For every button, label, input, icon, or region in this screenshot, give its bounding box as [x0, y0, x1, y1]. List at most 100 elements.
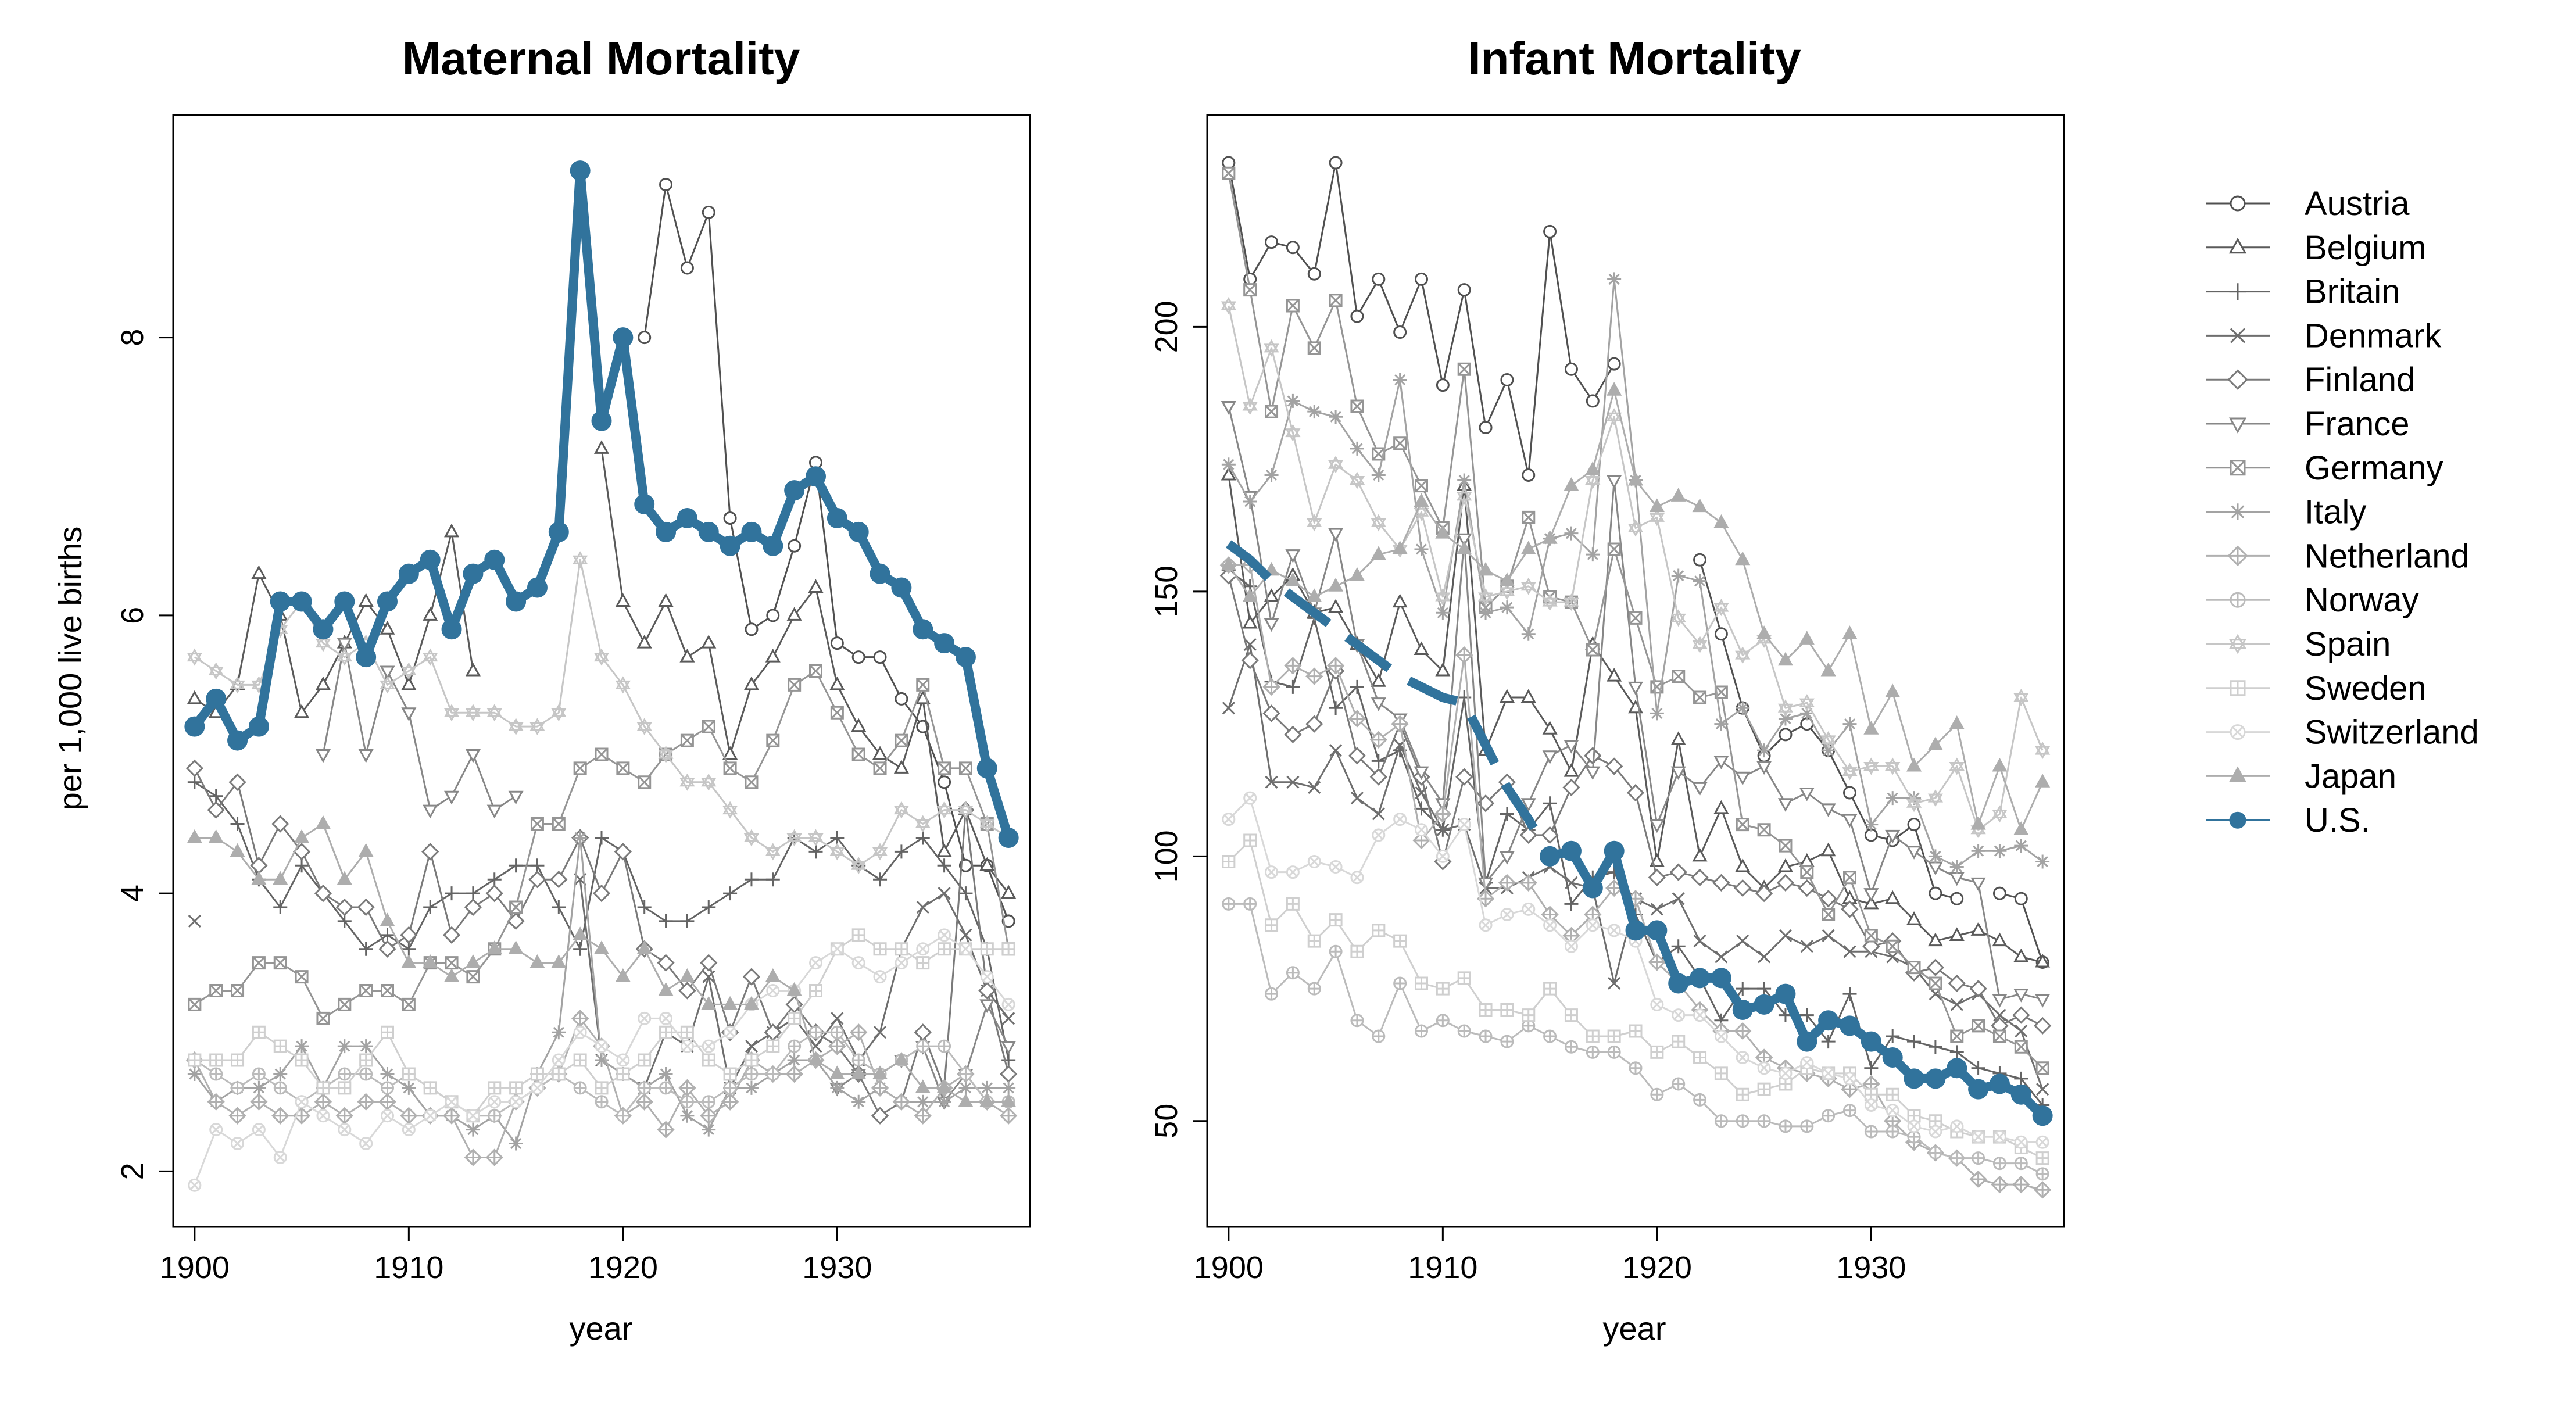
- data-point: [1243, 283, 1257, 297]
- data-point: [1627, 519, 1644, 537]
- data-point: [656, 521, 677, 542]
- data-point: [1564, 477, 1579, 491]
- data-point: [809, 664, 822, 678]
- series-line: [600, 448, 1010, 894]
- data-point: [1779, 839, 1793, 853]
- data-point: [873, 761, 887, 775]
- data-point: [1841, 900, 1859, 918]
- data-point: [784, 480, 805, 501]
- data-point: [830, 942, 844, 956]
- series-line: [643, 184, 1010, 922]
- data-point: [271, 1107, 289, 1125]
- data-point: [334, 591, 355, 612]
- data-point: [702, 720, 715, 733]
- x-axis: 1900 1910 1920 1930: [160, 1227, 872, 1285]
- data-point: [465, 749, 481, 763]
- data-point: [829, 676, 845, 690]
- data-point: [937, 858, 951, 873]
- data-point: [1799, 706, 1814, 721]
- data-point: [1690, 968, 1711, 989]
- data-point: [1712, 874, 1730, 892]
- data-point: [915, 1094, 930, 1109]
- data-point: [1758, 950, 1771, 964]
- data-point: [1435, 798, 1451, 812]
- data-point: [1818, 1010, 1839, 1031]
- data-point: [231, 983, 245, 997]
- data-point: [316, 1109, 330, 1123]
- data-point: [1285, 424, 1301, 442]
- data-point: [958, 1093, 974, 1107]
- data-point: [1562, 926, 1580, 945]
- data-point: [958, 801, 974, 819]
- data-point: [1329, 701, 1343, 715]
- data-point: [1543, 918, 1557, 932]
- data-point: [315, 815, 331, 829]
- data-point: [1564, 763, 1579, 777]
- legend-marker: [2229, 811, 2246, 829]
- data-point: [1564, 1008, 1578, 1022]
- data-point: [1522, 468, 1536, 482]
- data-point: [595, 1039, 609, 1053]
- data-point: [250, 857, 268, 875]
- data-point: [723, 1081, 737, 1095]
- data-point: [227, 730, 248, 751]
- data-point: [1222, 854, 1236, 868]
- data-point: [1864, 929, 1878, 943]
- data-point: [465, 954, 481, 968]
- data-point: [1863, 895, 1879, 910]
- legend-label: Netherland: [2305, 537, 2470, 575]
- x-tick-label: 1910: [1408, 1250, 1477, 1285]
- data-point: [442, 926, 461, 944]
- data-point: [1305, 715, 1323, 733]
- data-point: [1947, 1058, 1967, 1079]
- data-point: [551, 954, 567, 968]
- data-point: [188, 1053, 202, 1067]
- data-point: [979, 999, 995, 1014]
- data-point: [701, 635, 717, 649]
- data-point: [722, 746, 738, 760]
- series-japan: [1221, 382, 2051, 835]
- data-point: [915, 1079, 931, 1093]
- data-point: [592, 884, 611, 903]
- legend-item-spain: Spain: [2206, 625, 2391, 663]
- data-point: [1777, 858, 1793, 872]
- data-point: [765, 968, 781, 982]
- data-point: [1286, 393, 1300, 408]
- data-point: [1586, 918, 1600, 932]
- data-point: [1001, 914, 1015, 928]
- data-point: [358, 843, 374, 857]
- data-point: [423, 648, 438, 666]
- x-tick-label: 1920: [588, 1250, 658, 1285]
- data-point: [1519, 826, 1537, 844]
- data-point: [1778, 711, 1793, 726]
- data-point: [976, 758, 997, 779]
- data-point: [595, 1053, 609, 1068]
- data-point: [1842, 717, 1857, 731]
- data-point: [1349, 567, 1365, 581]
- data-point: [380, 912, 395, 926]
- data-point: [1950, 1151, 1964, 1165]
- data-point: [338, 1123, 352, 1137]
- data-point: [1949, 757, 1965, 775]
- data-point: [1284, 657, 1302, 675]
- data-point: [231, 1137, 245, 1151]
- data-point: [938, 761, 951, 775]
- data-point: [1521, 627, 1536, 641]
- legend-marker: [2230, 195, 2246, 212]
- data-point: [1927, 932, 1943, 947]
- data-point: [1799, 788, 1815, 801]
- y-axis: 2 4 6 8: [115, 329, 173, 1180]
- series-spain: [1221, 296, 2051, 839]
- data-point: [1499, 689, 1515, 703]
- data-point: [530, 817, 544, 831]
- data-point: [1754, 994, 1774, 1015]
- data-point: [1221, 296, 1236, 314]
- data-point: [2035, 1151, 2049, 1165]
- data-point: [1543, 224, 1557, 238]
- data-point: [659, 1025, 673, 1039]
- data-point: [338, 997, 352, 1011]
- data-point: [808, 1025, 823, 1039]
- legend-label: Italy: [2305, 493, 2366, 531]
- data-point: [1479, 1029, 1493, 1043]
- data-point: [616, 1109, 630, 1123]
